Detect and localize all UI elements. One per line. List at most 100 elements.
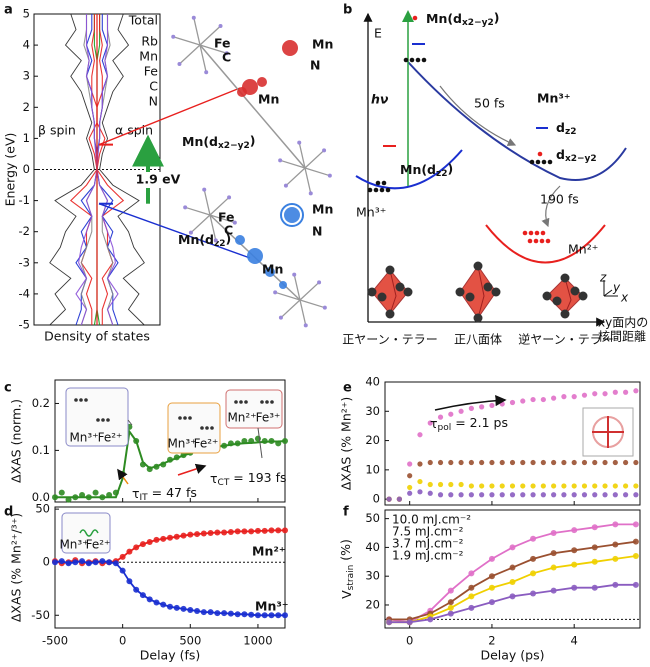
axis-letter: x	[620, 291, 629, 305]
y-tick-label: 10	[365, 462, 380, 476]
data-point	[520, 398, 526, 404]
data-point	[173, 533, 180, 540]
atom	[297, 140, 302, 145]
photon-label: hν	[371, 92, 389, 107]
data-point	[592, 492, 598, 498]
y-tick-label: 3	[23, 69, 30, 83]
text-part: x2−y2	[462, 18, 494, 28]
text-part: = 193 fs	[229, 469, 286, 484]
data-point	[261, 438, 268, 444]
data-point	[126, 578, 133, 585]
data-point	[612, 389, 618, 395]
x-tick-label: 4	[571, 634, 578, 648]
dos-curve	[99, 13, 145, 326]
data-point	[261, 527, 268, 534]
data-point	[52, 494, 58, 501]
panel-label: a	[4, 3, 13, 18]
data-point	[427, 481, 433, 488]
ligand	[385, 265, 395, 275]
bond	[179, 44, 201, 65]
octahedron-face	[477, 265, 485, 319]
data-point	[591, 558, 598, 565]
data-point	[468, 405, 474, 411]
data-point	[448, 481, 454, 488]
data-point	[417, 478, 423, 485]
y-tick-label: 20	[365, 433, 380, 447]
electron	[178, 416, 182, 420]
legend-label: 3.7 mJ.cm⁻²	[392, 537, 464, 551]
atom-label: C	[222, 50, 231, 65]
data-point	[268, 612, 275, 619]
data-point	[106, 559, 113, 566]
data-point	[499, 401, 505, 407]
y-tick-label: 30	[365, 404, 380, 418]
y-tick-label: 5	[23, 7, 30, 21]
series-label: Mn³⁺	[255, 599, 288, 614]
data-point	[468, 584, 475, 591]
data-point	[540, 459, 546, 466]
electron	[101, 418, 105, 422]
bond	[299, 281, 320, 301]
octahedron	[459, 265, 497, 319]
data-point	[133, 544, 140, 551]
data-point	[227, 610, 234, 617]
electron	[260, 400, 264, 404]
electron	[200, 426, 204, 430]
data-point	[612, 459, 618, 466]
ligand	[385, 309, 395, 319]
ligand	[377, 292, 387, 302]
electron	[84, 398, 88, 402]
electron	[379, 187, 385, 193]
data-point	[417, 432, 423, 438]
atom	[171, 34, 176, 39]
ion-label: Mn³⁺	[356, 205, 386, 220]
electron	[534, 230, 540, 236]
bond	[199, 25, 221, 46]
data-point	[214, 529, 221, 536]
relax-arrow	[541, 185, 561, 228]
data-point	[427, 616, 434, 623]
data-point	[540, 396, 546, 403]
data-point	[623, 389, 629, 395]
data-point	[551, 459, 557, 466]
orbital-label: dz2	[556, 120, 576, 137]
data-point	[632, 581, 639, 588]
atom	[191, 15, 196, 20]
bond	[173, 36, 201, 46]
data-point	[85, 560, 92, 567]
data-point	[612, 521, 619, 528]
data-point	[386, 619, 393, 626]
electron	[529, 159, 535, 165]
data-point	[112, 489, 119, 496]
x-axis-label: Delay (ps)	[480, 648, 544, 663]
data-point	[550, 530, 557, 537]
data-point	[571, 492, 577, 498]
data-point	[633, 492, 639, 498]
orbital-lobe	[247, 248, 263, 264]
data-point	[581, 483, 588, 489]
text-part: z2	[214, 239, 226, 249]
data-point	[499, 483, 505, 489]
data-point	[234, 611, 241, 618]
panel-label: c	[4, 381, 12, 396]
inset-label: Mn²⁺	[227, 411, 256, 425]
data-point	[180, 452, 187, 459]
data-point	[241, 611, 248, 618]
data-point	[85, 494, 92, 501]
data-point	[633, 483, 639, 489]
data-point	[561, 492, 567, 498]
data-point	[468, 492, 474, 498]
y-tick-label: 0.1	[32, 443, 50, 457]
octahedron-face	[564, 277, 572, 315]
data-point	[214, 610, 221, 617]
legend-label: Fe	[144, 64, 159, 79]
data-point	[65, 560, 72, 567]
y-tick-label: 50	[35, 502, 50, 516]
data-point	[509, 544, 516, 551]
data-point	[571, 527, 578, 534]
ligand	[542, 291, 552, 301]
bond	[203, 189, 211, 216]
electron	[537, 151, 543, 157]
data-point	[571, 459, 577, 466]
ion-label: Mn²⁺	[568, 242, 598, 257]
